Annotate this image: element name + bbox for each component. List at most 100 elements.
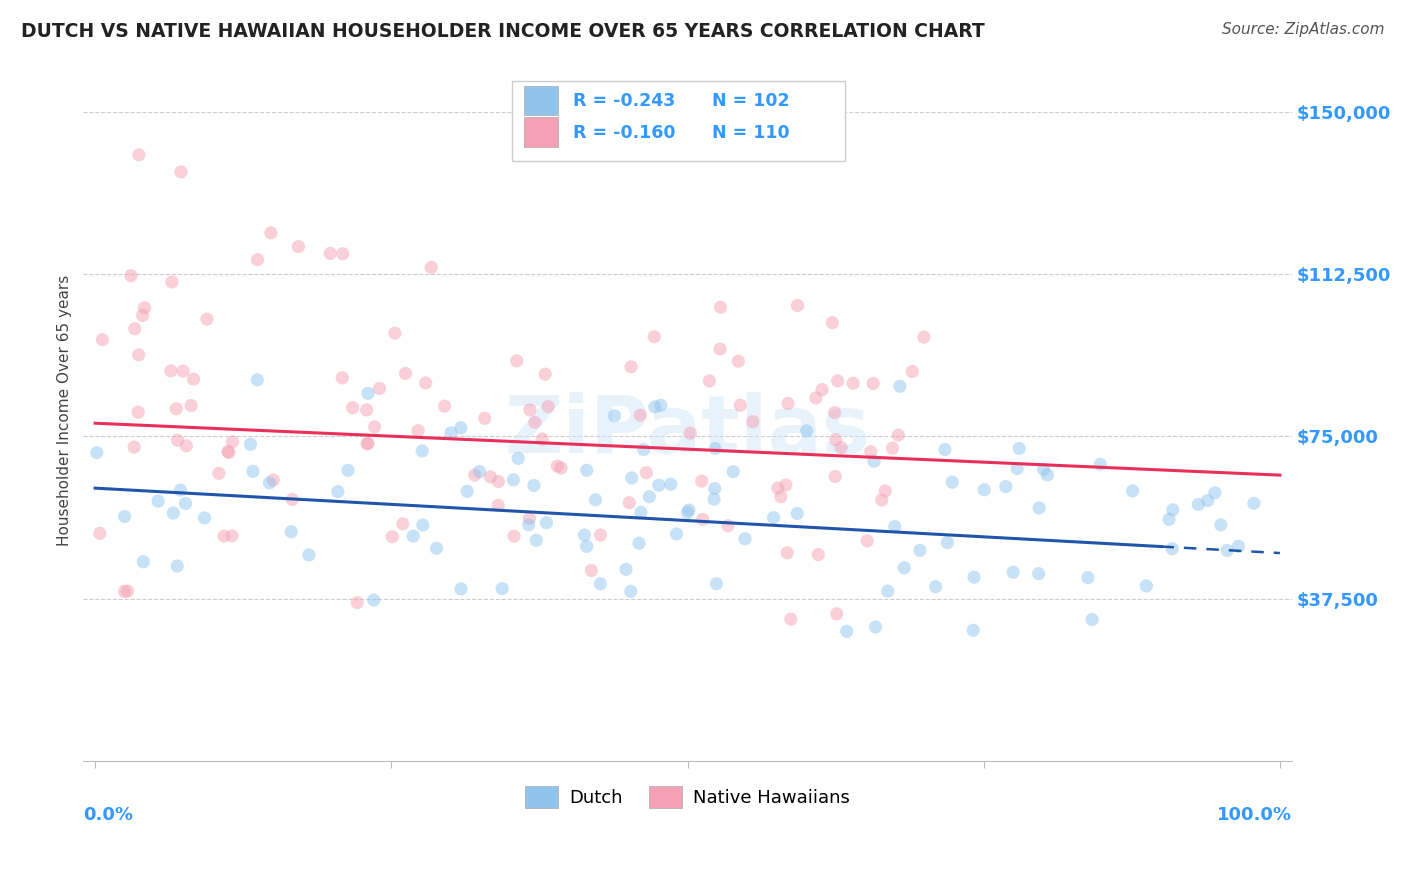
Point bbox=[619, 496, 641, 510]
Point bbox=[1028, 500, 1050, 515]
Point bbox=[804, 391, 827, 405]
Point bbox=[973, 483, 995, 497]
Point bbox=[1227, 539, 1250, 553]
Point bbox=[114, 509, 136, 524]
Point bbox=[603, 409, 626, 423]
Point bbox=[692, 512, 714, 526]
Point bbox=[160, 364, 183, 378]
Point bbox=[146, 494, 169, 508]
Point bbox=[779, 612, 801, 626]
Point bbox=[450, 582, 472, 596]
Point bbox=[775, 478, 797, 492]
Point bbox=[183, 372, 205, 386]
Point bbox=[859, 444, 882, 458]
Point bbox=[901, 364, 924, 378]
Point bbox=[659, 477, 682, 491]
Text: Source: ZipAtlas.com: Source: ZipAtlas.com bbox=[1222, 22, 1385, 37]
Point bbox=[127, 405, 149, 419]
Point bbox=[620, 471, 643, 485]
Point bbox=[825, 607, 848, 621]
Point bbox=[394, 367, 416, 381]
Point bbox=[862, 376, 884, 391]
Point bbox=[863, 454, 886, 468]
Point bbox=[827, 374, 849, 388]
Point bbox=[648, 478, 671, 492]
Point bbox=[824, 469, 846, 483]
Point bbox=[575, 463, 598, 477]
Point bbox=[319, 246, 342, 260]
Point bbox=[734, 532, 756, 546]
Point bbox=[391, 516, 413, 531]
Point bbox=[537, 400, 560, 414]
Point bbox=[287, 240, 309, 254]
Point bbox=[865, 620, 887, 634]
Point bbox=[381, 530, 404, 544]
Point bbox=[524, 533, 547, 548]
Point bbox=[644, 400, 666, 414]
Point bbox=[536, 516, 558, 530]
Point bbox=[491, 582, 513, 596]
Point bbox=[486, 499, 509, 513]
Point bbox=[363, 420, 385, 434]
Bar bbox=[524, 117, 558, 146]
Point bbox=[534, 368, 557, 382]
Point bbox=[519, 403, 541, 417]
Text: R = -0.160: R = -0.160 bbox=[572, 123, 675, 142]
Point bbox=[281, 492, 304, 507]
Point bbox=[614, 562, 637, 576]
Point bbox=[883, 519, 905, 533]
Point bbox=[941, 475, 963, 490]
Point bbox=[1005, 461, 1028, 475]
Text: DUTCH VS NATIVE HAWAIIAN HOUSEHOLDER INCOME OVER 65 YEARS CORRELATION CHART: DUTCH VS NATIVE HAWAIIAN HOUSEHOLDER INC… bbox=[21, 22, 984, 41]
Point bbox=[112, 584, 135, 599]
Point bbox=[620, 359, 643, 374]
Bar bbox=[524, 86, 558, 115]
Point bbox=[346, 596, 368, 610]
Point bbox=[128, 348, 150, 362]
Point bbox=[160, 275, 183, 289]
Point bbox=[962, 624, 984, 638]
Point bbox=[479, 470, 502, 484]
Text: R = -0.243: R = -0.243 bbox=[572, 92, 675, 110]
Point bbox=[741, 415, 763, 429]
Point bbox=[412, 518, 434, 533]
Point bbox=[643, 330, 665, 344]
Point bbox=[363, 593, 385, 607]
Point bbox=[1002, 565, 1025, 579]
Point bbox=[91, 333, 114, 347]
Point bbox=[581, 564, 603, 578]
Point bbox=[786, 299, 808, 313]
Point bbox=[769, 490, 792, 504]
Text: N = 102: N = 102 bbox=[711, 92, 789, 110]
Point bbox=[1204, 485, 1226, 500]
Point bbox=[893, 560, 915, 574]
Point bbox=[585, 492, 607, 507]
Point bbox=[166, 434, 188, 448]
Point bbox=[963, 570, 986, 584]
Point bbox=[221, 434, 243, 449]
Point bbox=[994, 480, 1017, 494]
Point bbox=[330, 371, 353, 385]
Point bbox=[762, 510, 785, 524]
Point bbox=[356, 403, 378, 417]
Point bbox=[636, 466, 658, 480]
Point bbox=[468, 465, 491, 479]
Point bbox=[180, 399, 202, 413]
Point bbox=[464, 467, 486, 482]
Point bbox=[706, 576, 728, 591]
Point bbox=[332, 246, 354, 260]
Point bbox=[786, 507, 808, 521]
Point bbox=[776, 546, 799, 560]
Point bbox=[807, 548, 830, 562]
Point bbox=[1161, 541, 1184, 556]
Point bbox=[166, 559, 188, 574]
Point bbox=[420, 260, 443, 275]
Point bbox=[835, 624, 858, 639]
Point bbox=[628, 408, 651, 422]
Point bbox=[811, 383, 834, 397]
Point bbox=[924, 580, 946, 594]
Point bbox=[589, 576, 612, 591]
Point bbox=[1197, 493, 1219, 508]
Point bbox=[908, 543, 931, 558]
Point bbox=[384, 326, 406, 341]
